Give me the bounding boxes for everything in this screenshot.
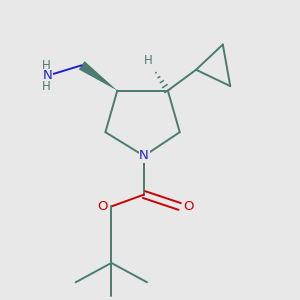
- Text: H: H: [144, 54, 153, 67]
- Text: O: O: [183, 200, 194, 213]
- Text: O: O: [97, 200, 108, 213]
- Text: H: H: [42, 80, 50, 93]
- Polygon shape: [79, 61, 117, 91]
- Text: H: H: [42, 59, 50, 72]
- Text: N: N: [139, 149, 149, 162]
- Text: N: N: [43, 69, 52, 82]
